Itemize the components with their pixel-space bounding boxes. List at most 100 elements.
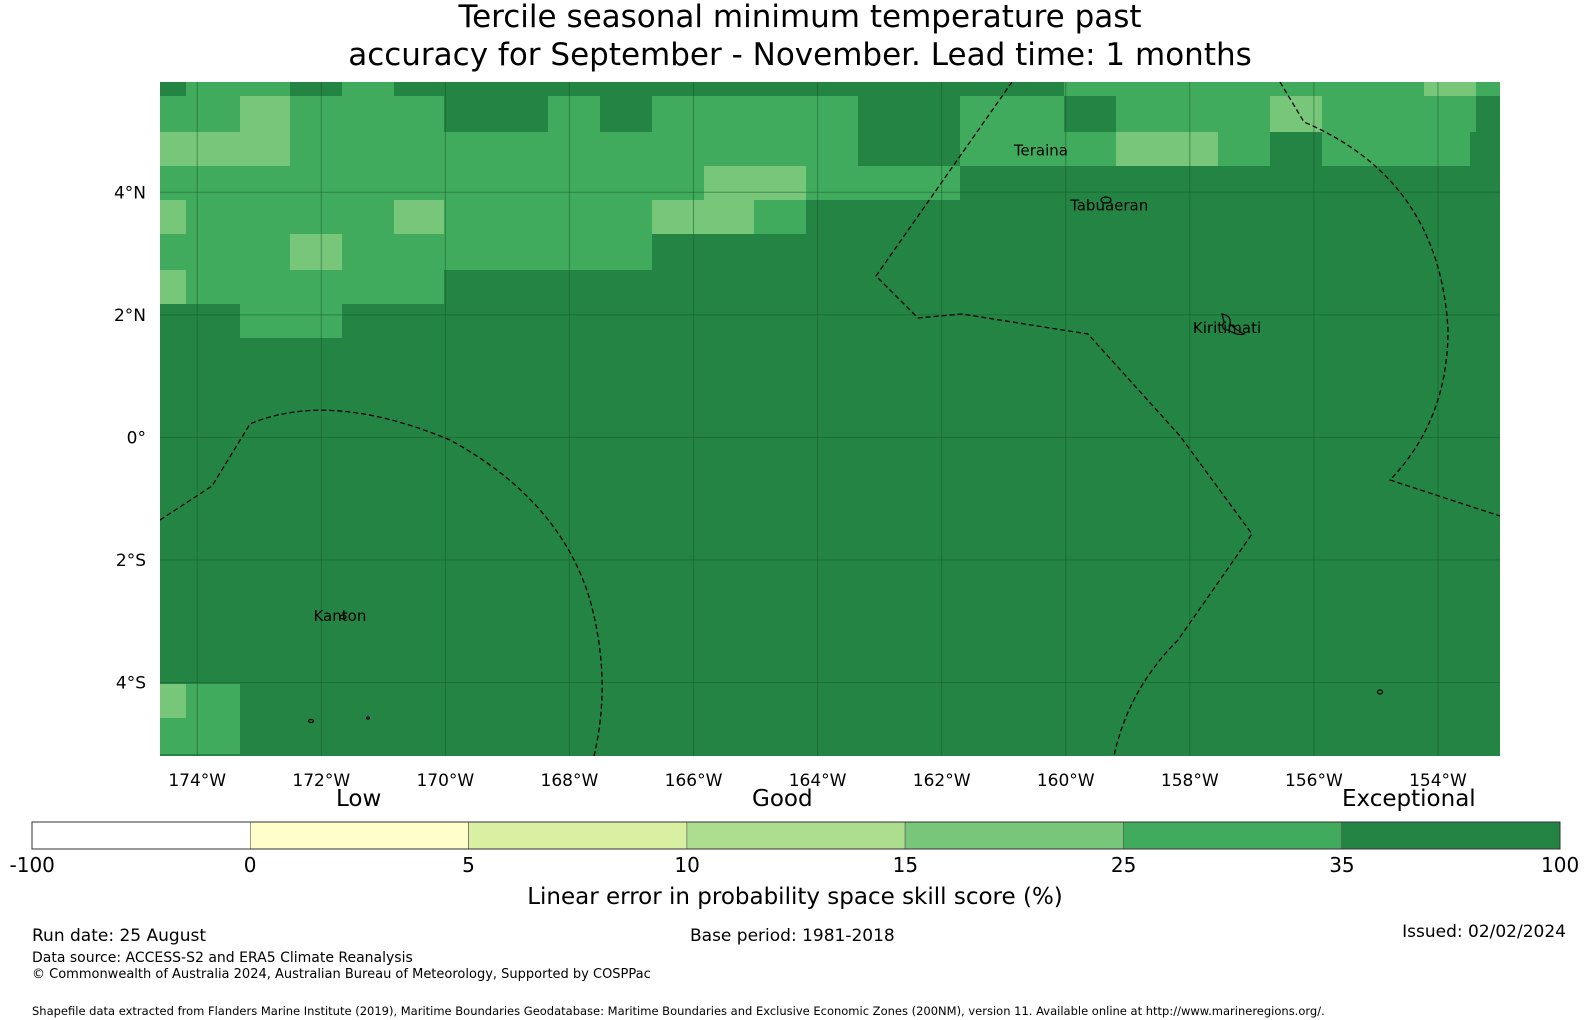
skill-cell [1116,132,1218,166]
skill-cell [548,96,600,132]
island-outline [307,718,315,724]
graticule [160,82,1500,756]
skill-cell [160,684,186,718]
run-date: Run date: 25 August [32,926,206,946]
place-label: Tabuaeran [1069,197,1148,215]
issued-date: Issued: 02/02/2024 [1402,922,1566,942]
colorbar-tick-label: 0 [243,853,257,877]
skill-cell [186,82,290,96]
latitude-tick-label: 2°N [114,306,146,326]
latitude-tick-label: 0° [127,428,146,448]
skill-cell [1476,82,1500,96]
colorbar-segment [904,821,1124,850]
island-outline [1100,196,1112,204]
skill-cell [652,234,806,270]
colorbar-segment [468,821,688,850]
shapefile-credit: Shapefile data extracted from Flanders M… [32,1004,1325,1018]
latitude-tick-label: 4°N [114,183,146,203]
latitude-tick-labels: 4°N 2°N 0° 2°S 4°S [114,183,146,693]
eez-boundary-line [160,409,603,756]
latitude-tick-label: 2°S [116,551,146,571]
longitude-tick-labels: 174°W 172°W 170°W 168°W 166°W 164°W 162°W 160°W… [168,771,1467,791]
map-title-line-2: accuracy for September - November. Lead … [348,37,1252,73]
skill-grid: Teraina Tabuaeran Kiritimati Kanton [160,82,1500,756]
place-labels: Teraina Tabuaeran Kiritimati Kanton [313,142,1261,626]
skill-cell [342,82,394,96]
skill-cell [290,96,444,132]
skill-cell [806,200,960,234]
longitude-tick-label: 154°W [1409,771,1467,791]
skill-cell [160,270,444,304]
longitude-tick-label: 174°W [168,771,226,791]
longitude-tick-label: 164°W [789,771,847,791]
colorbar-tick-label: 15 [892,853,919,877]
skill-cell [240,304,342,338]
skill-cell [444,96,548,132]
island-outline [1376,689,1384,695]
skill-cell [960,96,1064,132]
copyright-notice: © Commonwealth of Australia 2024, Austra… [32,967,651,982]
place-label: Kiritimati [1193,319,1261,337]
latitude-tick-label: 4°S [116,673,146,693]
skill-cell [160,270,186,304]
colorbar-label-good: Good [752,786,813,812]
skill-cell [1064,96,1116,132]
skill-cell [1476,96,1500,166]
skill-cell [240,96,290,132]
skill-cell [290,234,342,270]
island-outline [339,614,347,620]
skill-cell [600,96,652,132]
skill-cell [858,96,960,166]
colorbar-tick-label: 35 [1329,853,1355,877]
skill-cell [160,166,960,200]
longitude-tick-label: 170°W [416,771,474,791]
colorbar-label-exceptional: Exceptional [1342,786,1476,812]
eez-boundary-line [875,82,1253,756]
skill-cell [160,96,186,132]
eez-boundaries [160,82,1500,756]
skill-cell [186,96,240,132]
longitude-tick-label: 162°W [913,771,971,791]
skill-cell [1270,132,1322,166]
data-source: Data source: ACCESS-S2 and ERA5 Climate … [32,950,413,966]
colorbar-tick-label: 100 [1541,853,1580,877]
longitude-tick-label: 172°W [292,771,350,791]
place-label: Teraina [1013,142,1068,160]
skill-cell [1116,96,1270,132]
island-outline [365,716,371,720]
colorbar-tick-label: 5 [462,853,475,877]
colorbar-axis-label: Linear error in probability space skill … [527,884,1063,910]
skill-cell [1064,82,1424,96]
eez-boundary-line [1279,82,1500,517]
colorbar-tick-label: 25 [1110,853,1137,877]
skill-cell [1322,96,1476,132]
colorbar [31,821,1561,850]
place-label: Kanton [313,607,366,625]
skill-cell [960,166,1500,200]
colorbar-segment [686,821,906,850]
island-outline [1221,313,1246,336]
colorbar-segment [31,821,251,850]
skill-cell [160,200,186,234]
longitude-tick-label: 160°W [1037,771,1095,791]
skill-cell [652,200,754,234]
skill-cell [444,270,652,304]
skill-cell [1424,82,1476,96]
colorbar-label-low: Low [336,786,382,812]
skill-cell [394,200,444,234]
colorbar-segment [1341,821,1561,850]
longitude-tick-label: 158°W [1161,771,1219,791]
colorbar-tick-label: -100 [9,853,55,877]
skill-cell [704,166,806,200]
colorbar-tick-label: 10 [674,853,700,877]
longitude-tick-label: 168°W [541,771,599,791]
colorbar-segment [249,821,469,850]
skill-cell [652,96,858,132]
island-outlines [307,196,1384,724]
skill-cell [160,234,652,270]
base-period: Base period: 1981-2018 [690,926,895,946]
skill-cell [754,200,806,234]
map-title-line-1: Tercile seasonal minimum temperature pas… [458,0,1142,35]
colorbar-frame [31,821,1561,850]
